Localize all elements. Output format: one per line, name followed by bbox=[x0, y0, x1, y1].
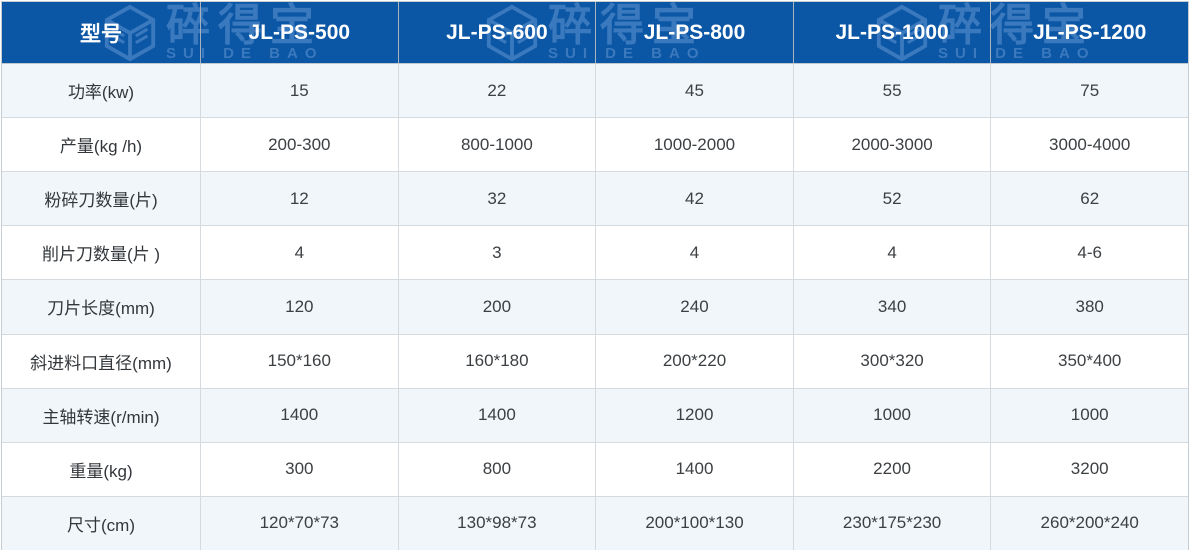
table-body: 功率(kw) 15 22 45 55 75 产量(kg /h) 200-300 … bbox=[2, 63, 1188, 550]
header-model-label: 型号 bbox=[80, 22, 122, 46]
spec-value-cell: 120 bbox=[200, 280, 398, 334]
spec-value-cell: 1000 bbox=[990, 388, 1188, 442]
table-row-spindle-speed: 主轴转速(r/min) 1400 1400 1200 1000 1000 bbox=[2, 387, 1188, 442]
spec-value-cell: 380 bbox=[990, 280, 1188, 334]
row-label: 重量(kg) bbox=[69, 461, 133, 481]
spec-value-cell: 62 bbox=[990, 172, 1188, 226]
spec-value-cell: 200 bbox=[397, 280, 596, 334]
spec-value-cell: 12 bbox=[200, 172, 398, 226]
header-model-jl-ps-1200: JL-PS-1200 bbox=[990, 2, 1188, 63]
spec-value-cell: 300 bbox=[200, 442, 398, 496]
spec-value-cell: 3200 bbox=[990, 442, 1188, 496]
spec-value-cell: 75 bbox=[990, 64, 1188, 118]
row-label: 斜进料口直径(mm) bbox=[30, 353, 172, 373]
row-label: 粉碎刀数量(片) bbox=[44, 191, 158, 211]
header-model-jl-ps-600: JL-PS-600 bbox=[397, 2, 596, 63]
spec-value-cell: 800-1000 bbox=[397, 118, 596, 172]
spec-value-cell: 200-300 bbox=[200, 118, 398, 172]
spec-value-cell: 45 bbox=[595, 64, 793, 118]
spec-value-cell: 300*320 bbox=[792, 334, 991, 388]
table-row-inlet-diameter: 斜进料口直径(mm) 150*160 160*180 200*220 300*3… bbox=[2, 333, 1188, 388]
table-row-chip-blades: 削片刀数量(片 ) 4 3 4 4 4-6 bbox=[2, 225, 1188, 280]
table-row-output: 产量(kg /h) 200-300 800-1000 1000-2000 200… bbox=[2, 117, 1188, 172]
row-label: 刀片长度(mm) bbox=[47, 299, 155, 319]
spec-value-cell: 22 bbox=[397, 64, 596, 118]
spec-value-cell: 800 bbox=[397, 442, 596, 496]
spec-value-cell: 3000-4000 bbox=[990, 118, 1188, 172]
spec-value-cell: 160*180 bbox=[397, 334, 596, 388]
header-model-jl-ps-1000: JL-PS-1000 bbox=[792, 2, 991, 63]
spec-value-cell: 32 bbox=[397, 172, 596, 226]
spec-value-cell: 4 bbox=[595, 226, 793, 280]
header-model-jl-ps-800: JL-PS-800 bbox=[595, 2, 793, 63]
spec-value-cell: 130*98*73 bbox=[397, 496, 596, 550]
row-label: 产量(kg /h) bbox=[59, 137, 143, 157]
spec-value-cell: 55 bbox=[792, 64, 991, 118]
header-row: 型号 JL-PS-500 JL-PS-600 JL-PS-800 JL-PS-1… bbox=[2, 2, 1188, 63]
row-label: 功率(kw) bbox=[67, 83, 135, 103]
spec-value-cell: 1000 bbox=[792, 388, 991, 442]
table-row-blade-length: 刀片长度(mm) 120 200 240 340 380 bbox=[2, 279, 1188, 334]
table-row-power: 功率(kw) 15 22 45 55 75 bbox=[2, 63, 1188, 118]
spec-value-cell: 4 bbox=[200, 226, 398, 280]
row-label: 削片刀数量(片 ) bbox=[41, 245, 161, 265]
spec-value-cell: 200*220 bbox=[595, 334, 793, 388]
spec-value-cell: 4 bbox=[792, 226, 991, 280]
header-model-jl-ps-500: JL-PS-500 bbox=[200, 2, 398, 63]
spec-value-cell: 15 bbox=[200, 64, 398, 118]
spec-value-cell: 260*200*240 bbox=[990, 496, 1188, 550]
spec-value-cell: 1000-2000 bbox=[595, 118, 793, 172]
spec-value-cell: 4-6 bbox=[990, 226, 1188, 280]
spec-value-cell: 1200 bbox=[595, 388, 793, 442]
row-label: 尺寸(cm) bbox=[67, 515, 135, 535]
spec-value-cell: 350*400 bbox=[990, 334, 1188, 388]
spec-value-cell: 1400 bbox=[200, 388, 398, 442]
spec-value-cell: 2200 bbox=[792, 442, 991, 496]
spec-value-cell: 200*100*130 bbox=[595, 496, 793, 550]
table-row-dimensions: 尺寸(cm) 120*70*73 130*98*73 200*100*130 2… bbox=[2, 495, 1188, 550]
spec-value-cell: 52 bbox=[792, 172, 991, 226]
row-label: 主轴转速(r/min) bbox=[42, 407, 160, 427]
spec-value-cell: 340 bbox=[792, 280, 991, 334]
table-row-weight: 重量(kg) 300 800 1400 2200 3200 bbox=[2, 441, 1188, 496]
table-row-crush-blades: 粉碎刀数量(片) 12 32 42 52 62 bbox=[2, 171, 1188, 226]
spec-value-cell: 120*70*73 bbox=[200, 496, 398, 550]
spec-value-cell: 42 bbox=[595, 172, 793, 226]
spec-value-cell: 1400 bbox=[397, 388, 596, 442]
spec-value-cell: 1400 bbox=[595, 442, 793, 496]
spec-value-cell: 2000-3000 bbox=[792, 118, 991, 172]
spec-value-cell: 3 bbox=[397, 226, 596, 280]
table-header: 碎得宝 SUI DE BAO 碎得宝 SUI DE BAO bbox=[2, 2, 1188, 63]
spec-value-cell: 240 bbox=[595, 280, 793, 334]
spec-value-cell: 150*160 bbox=[200, 334, 398, 388]
spec-value-cell: 230*175*230 bbox=[792, 496, 991, 550]
